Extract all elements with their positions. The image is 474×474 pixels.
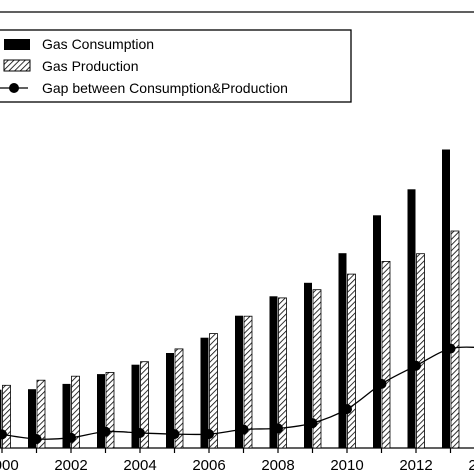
legend: Gas Consumption Gas Production Gap betwe…: [0, 29, 352, 103]
production-bar: [450, 230, 460, 449]
legend-box: [0, 29, 352, 103]
production-bar: [243, 315, 253, 449]
production-bar: [312, 289, 322, 449]
legend-swatch-consumption: [4, 39, 30, 50]
consumption-bars: [0, 149, 450, 449]
legend-swatch-production: [3, 59, 31, 72]
consumption-bar: [28, 389, 36, 448]
production-bar: [140, 361, 149, 449]
production-bar: [105, 371, 115, 449]
consumption-bar: [407, 189, 416, 449]
consumption-bar: [373, 215, 381, 448]
legend-label-production: Gas Production: [42, 58, 139, 74]
production-bars: [2, 230, 460, 449]
legend-label-consumption: Gas Consumption: [42, 36, 154, 52]
consumption-bar: [131, 364, 140, 448]
production-bar: [36, 379, 46, 449]
gap-marker: [307, 418, 318, 429]
x-tick-label: 2000: [0, 457, 19, 474]
production-bar: [174, 348, 184, 449]
x-tick-label: 2008: [261, 457, 294, 474]
consumption-bar: [97, 374, 105, 448]
gap-marker: [238, 424, 249, 435]
x-tick-label: 2004: [123, 457, 156, 474]
consumption-bar: [338, 253, 347, 448]
gap-marker: [135, 428, 145, 438]
production-bar: [71, 375, 80, 449]
consumption-bar: [200, 337, 209, 448]
consumption-bar: [166, 353, 174, 448]
consumption-bar: [62, 383, 71, 448]
x-tick-label: 2010: [330, 457, 363, 474]
consumption-bar: [0, 389, 2, 448]
gap-marker: [342, 404, 352, 415]
legend-swatch-gap-marker: [9, 83, 19, 93]
consumption-bar: [235, 315, 243, 448]
gap-marker: [445, 343, 456, 354]
legend-label-gap: Gap between Consumption&Production: [42, 80, 288, 96]
production-bar: [2, 384, 11, 449]
gap-marker: [169, 429, 180, 440]
gap-marker: [273, 423, 283, 434]
gap-marker: [376, 378, 387, 389]
consumption-bar: [269, 296, 278, 448]
x-axis-ticks: 2000 2002 2004 2006 2008 2010 2012 2014: [0, 448, 474, 474]
gap-line-series: [0, 343, 474, 444]
consumption-bar: [304, 282, 312, 448]
gap-marker: [204, 429, 214, 440]
production-bar: [347, 273, 356, 449]
x-tick-label: 2006: [192, 457, 225, 474]
consumption-bar: [442, 149, 450, 448]
production-bar: [381, 260, 391, 449]
production-bar: [209, 333, 218, 449]
x-tick-label: 2012: [399, 457, 432, 474]
gap-marker: [100, 426, 111, 437]
gap-marker: [411, 360, 421, 371]
x-tick-label: 2014: [468, 457, 474, 474]
gap-marker: [0, 429, 7, 440]
gap-marker: [31, 434, 42, 444]
production-bar: [278, 297, 287, 449]
gap-marker: [66, 432, 76, 443]
production-bar: [416, 253, 425, 449]
x-tick-label: 2002: [54, 457, 87, 474]
